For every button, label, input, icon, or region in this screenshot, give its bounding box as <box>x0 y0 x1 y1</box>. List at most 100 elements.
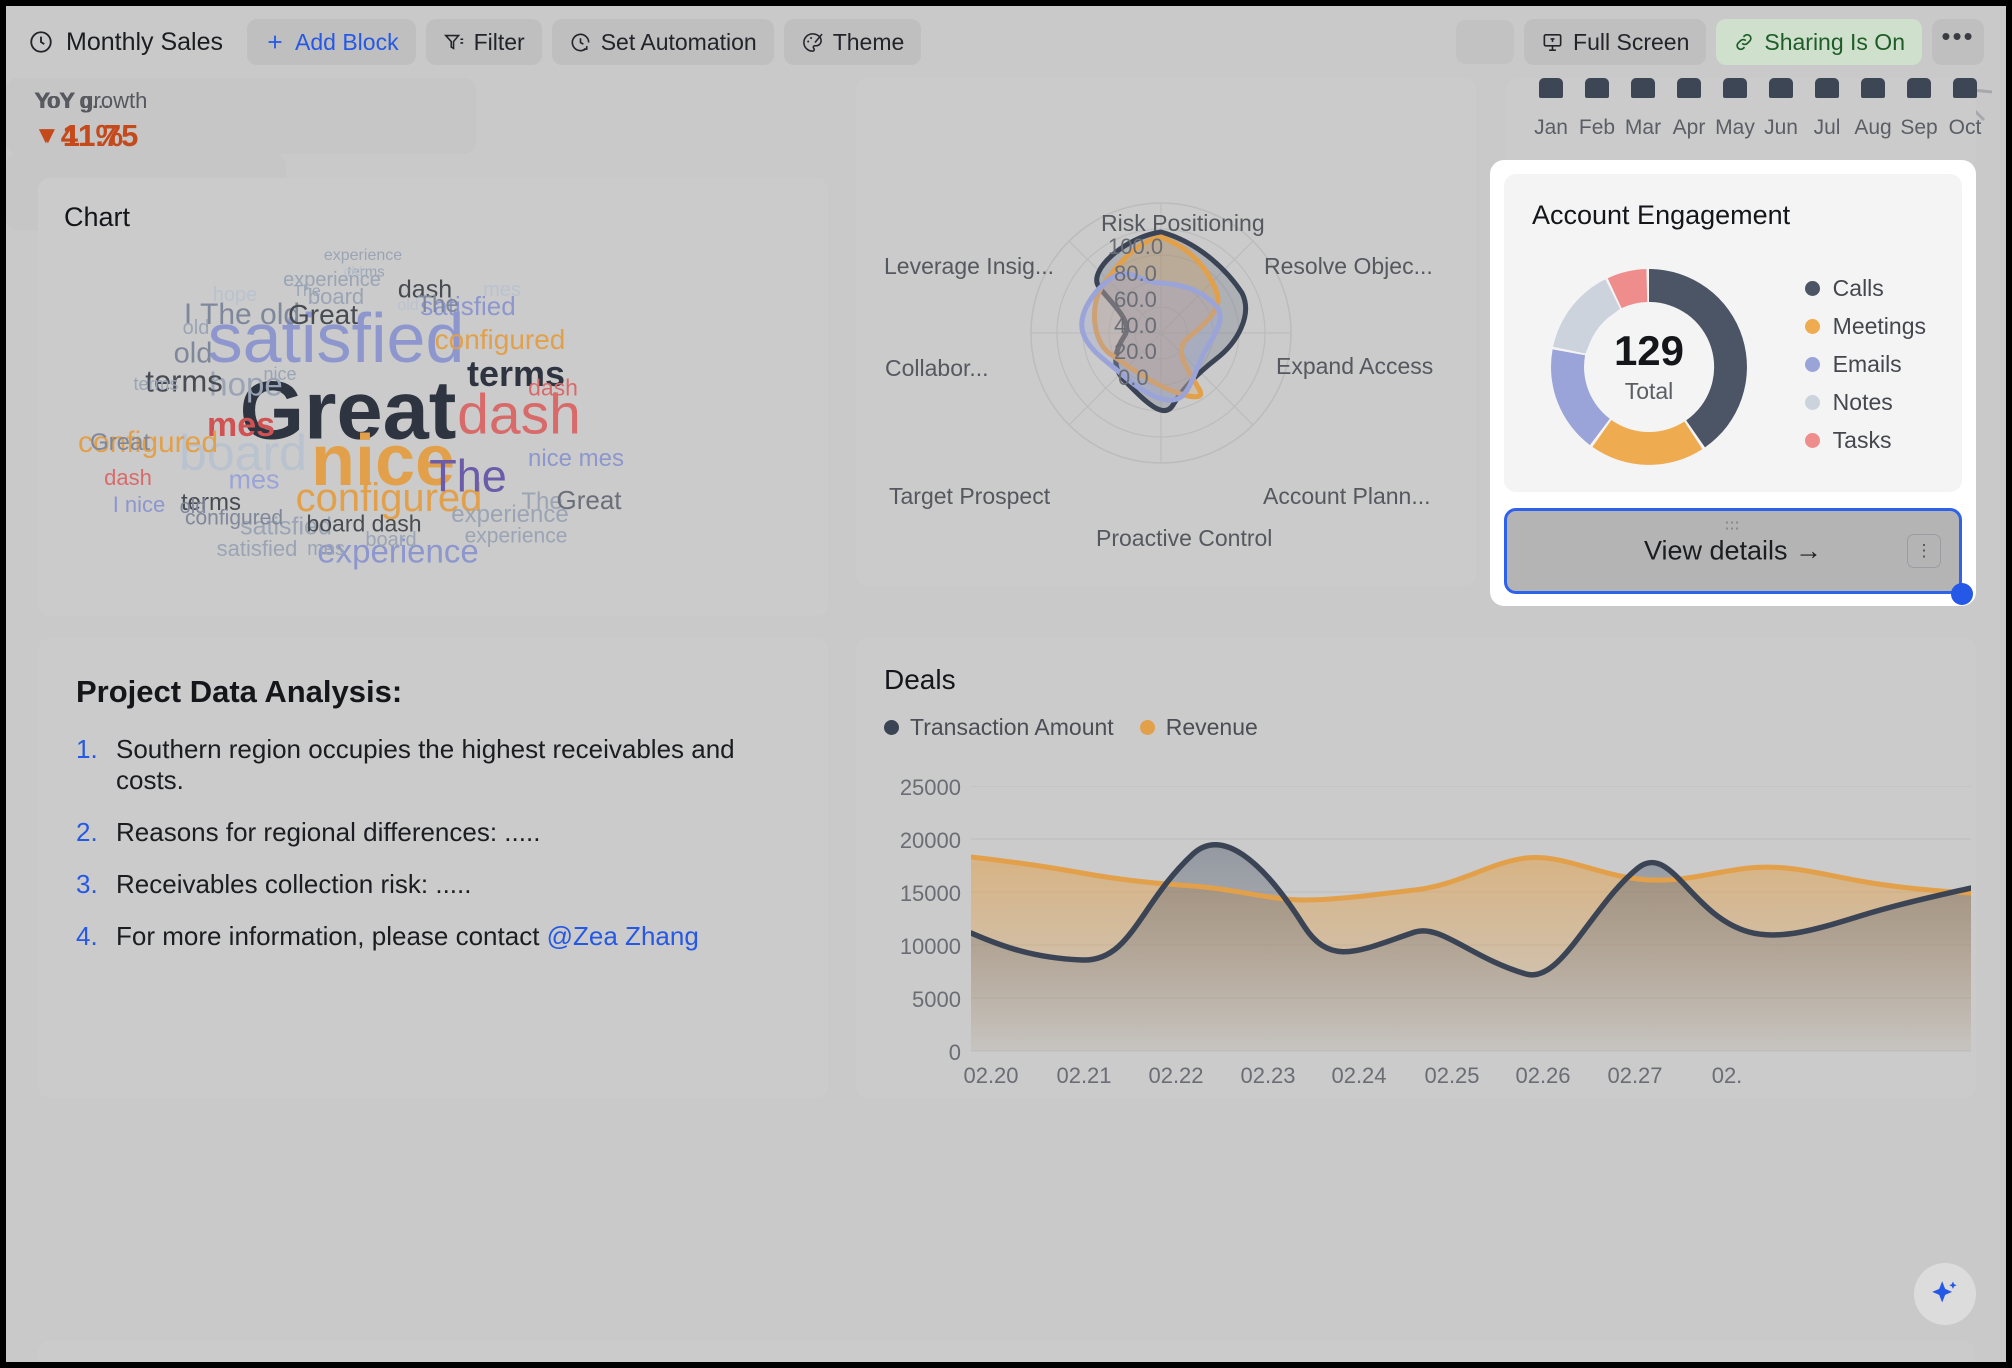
word-cloud-word: Great <box>556 485 622 515</box>
radar-axis-label: Target Prospect <box>889 483 1051 509</box>
word-cloud-word: board <box>365 529 417 551</box>
month-bar <box>1631 78 1655 98</box>
word-cloud-word: hope <box>212 284 258 306</box>
month-bar <box>1723 78 1747 98</box>
legend-item[interactable]: Meetings <box>1804 312 1926 341</box>
y-axis-tick: 25000 <box>899 775 961 800</box>
theme-button[interactable]: Theme <box>783 19 922 65</box>
month-column: Jul <box>1804 78 1850 140</box>
add-block-button[interactable]: Add Block <box>247 19 416 65</box>
sharing-status-button[interactable]: Sharing Is On <box>1716 19 1922 65</box>
x-axis-tick: 02. <box>1711 1063 1743 1088</box>
word-cloud-word: old <box>343 263 363 279</box>
radar-chart-card[interactable]: Risk Positioning Resolve Objec... Expand… <box>856 78 1476 586</box>
month-label: Aug <box>1854 116 1892 139</box>
legend-item[interactable]: Revenue <box>1139 714 1258 741</box>
project-data-analysis-card[interactable]: Project Data Analysis: 1. Southern regio… <box>38 638 828 1098</box>
kpi-value-group: ▼ 11% <box>36 118 147 154</box>
list-item-text: Reasons for regional differences: ..... <box>116 817 541 847</box>
list-item: 2. Reasons for regional differences: ...… <box>76 817 798 848</box>
deals-chart-card[interactable]: Deals Transaction Amount Revenue 25000 2… <box>856 638 1976 1098</box>
view-details-label-group: View details → <box>1507 536 1959 567</box>
list-item-number: 1. <box>76 734 98 764</box>
full-screen-button[interactable]: Full Screen <box>1524 19 1707 65</box>
word-cloud-word: dash <box>104 465 152 490</box>
list-item-text-part: For more information, please contact <box>116 921 547 951</box>
view-details-block[interactable]: ⋯ ⋯ View details → ⋮ <box>1504 508 1962 594</box>
more-options-button[interactable]: ••• <box>1932 19 1984 65</box>
chart-wordcloud-card[interactable]: Chart Great satisfied nice board dash configu… <box>38 178 828 616</box>
word-cloud-word: terms <box>181 489 241 516</box>
month-bar <box>1585 78 1609 98</box>
kpi-label: YoY growth <box>36 88 148 113</box>
deals-title: Deals <box>884 664 956 695</box>
x-axis-tick: 02.21 <box>1056 1063 1112 1088</box>
legend-item[interactable]: Notes <box>1804 388 1926 417</box>
word-cloud-word: satisfied <box>216 536 298 561</box>
drag-handle-icon[interactable]: ⋯ ⋯ <box>1724 514 1742 537</box>
resize-handle[interactable] <box>1951 583 1973 605</box>
document-title-group: Monthly Sales <box>28 28 223 57</box>
legend-dot-icon <box>1804 319 1820 334</box>
donut-center-total: 129 Total <box>1534 252 1764 482</box>
legend-dot-icon <box>884 720 899 735</box>
legend-item[interactable]: Transaction Amount <box>884 714 1114 741</box>
month-column: Aug <box>1850 78 1896 140</box>
legend-label: Meetings <box>1832 313 1926 339</box>
monthly-bars-card[interactable]: Jan Feb Mar Apr May <box>1506 78 1981 168</box>
month-column: Jun <box>1758 78 1804 140</box>
word-cloud-word: mes <box>228 464 280 495</box>
legend-dot-icon <box>1804 281 1820 296</box>
ai-assistant-button[interactable] <box>1914 1263 1976 1325</box>
word-cloud-word: nice mes <box>527 445 625 472</box>
word-cloud-word: experience <box>283 269 381 291</box>
bottom-card-partial[interactable] <box>38 1340 1974 1362</box>
word-cloud-word: configured <box>434 324 566 355</box>
radar-tick: 40.0 <box>1114 313 1157 338</box>
arrow-right-icon: → <box>1795 535 1823 566</box>
month-bar <box>1815 78 1839 98</box>
legend-label: Transaction Amount <box>910 714 1114 740</box>
list-item: 1. Southern region occupies the highest … <box>76 734 798 796</box>
list-item: 4. For more information, please contact … <box>76 921 798 952</box>
word-cloud-word: mes <box>307 538 345 560</box>
x-axis-tick: 02.24 <box>1331 1063 1387 1088</box>
toolbar-placeholder-button[interactable] <box>1456 20 1515 64</box>
block-menu-button[interactable]: ⋮ <box>1907 534 1941 568</box>
radar-tick: 0.0 <box>1118 365 1149 390</box>
month-bar <box>1953 78 1977 98</box>
radar-tick: 20.0 <box>1114 339 1157 364</box>
account-engagement-card[interactable]: Account Engagement <box>1504 174 1962 492</box>
word-cloud-word: dash <box>397 275 453 304</box>
month-column: Oct <box>1942 78 1988 140</box>
donut-slice-emails <box>1551 349 1610 446</box>
legend-item[interactable]: Emails <box>1804 350 1926 379</box>
account-engagement-selection: Account Engagement <box>1490 160 1976 606</box>
project-analysis-title: Project Data Analysis: <box>76 674 403 709</box>
list-item-number: 2. <box>76 817 98 847</box>
set-automation-button[interactable]: Set Automation <box>551 19 774 65</box>
word-cloud-word: Great <box>287 299 359 330</box>
legend-item[interactable]: Calls <box>1804 274 1926 303</box>
filter-button[interactable]: Filter <box>425 19 542 65</box>
radar-tick: 60.0 <box>1114 287 1157 312</box>
word-cloud-word: nice <box>263 364 297 384</box>
month-label: Oct <box>1948 116 1982 139</box>
month-column: Jan <box>1528 78 1574 140</box>
user-mention-link[interactable]: @Zea Zhang <box>546 921 699 951</box>
word-cloud-word: The <box>521 488 563 515</box>
legend-item[interactable]: Tasks <box>1804 426 1926 455</box>
list-item-number: 3. <box>76 869 98 899</box>
deals-legend: Transaction Amount Revenue <box>884 714 1258 741</box>
word-cloud-word: board dash <box>306 510 422 537</box>
list-item: 3. Receivables collection risk: ..... <box>76 869 798 900</box>
month-bar <box>1769 78 1793 98</box>
plus-icon <box>264 31 286 53</box>
radar-axis-label: Collabor... <box>885 355 989 381</box>
link-icon <box>1733 31 1755 53</box>
radar-axis-label: Account Plann... <box>1263 483 1431 509</box>
word-cloud-word: configured <box>77 426 219 459</box>
set-automation-label: Set Automation <box>600 28 757 55</box>
word-cloud-word: I The old <box>183 298 301 331</box>
